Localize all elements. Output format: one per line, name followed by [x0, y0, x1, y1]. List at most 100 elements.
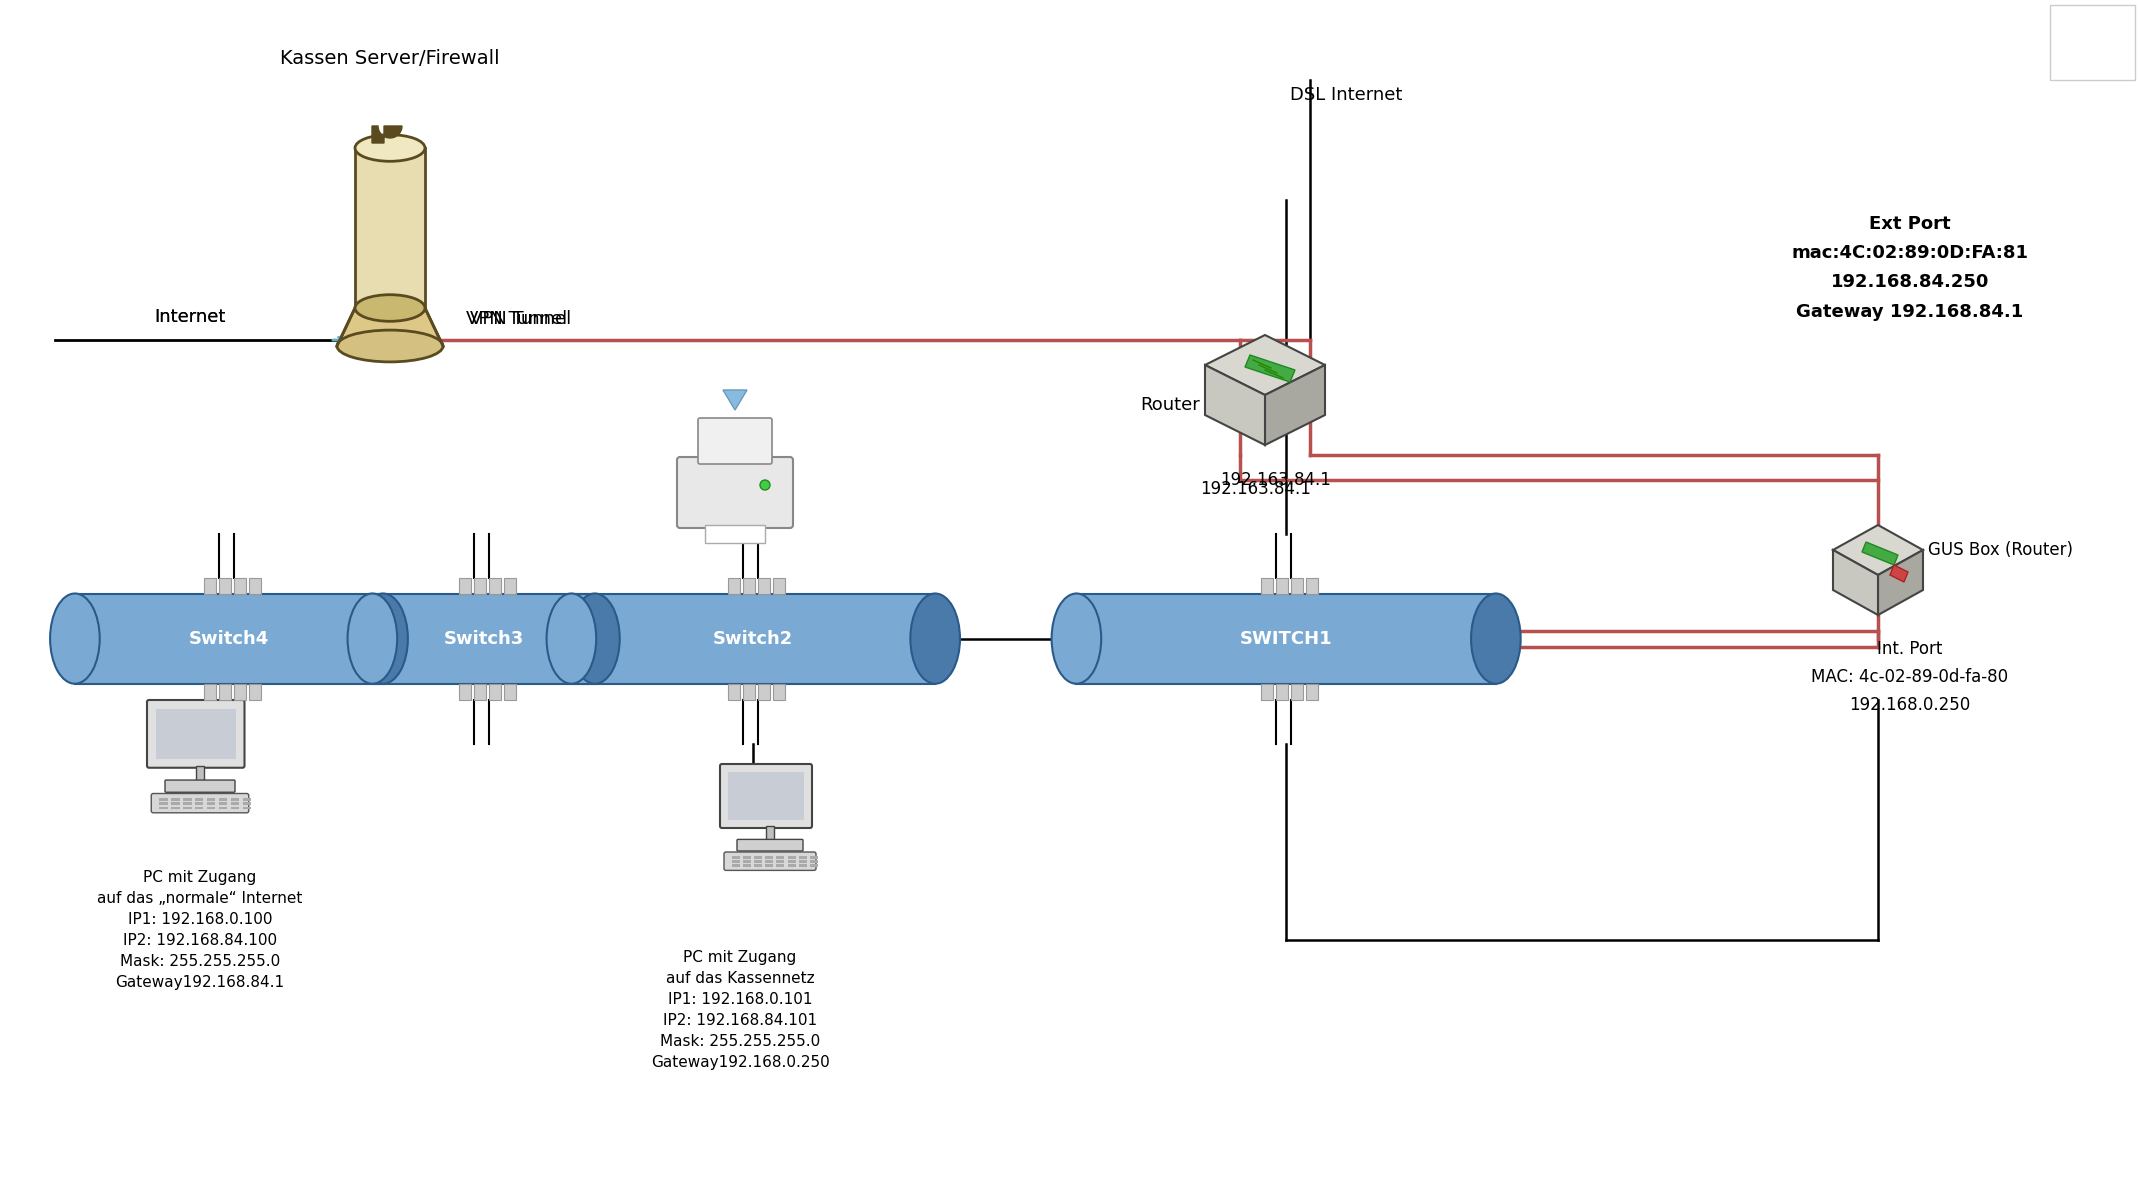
FancyBboxPatch shape — [723, 852, 815, 870]
FancyBboxPatch shape — [184, 802, 190, 805]
Polygon shape — [1245, 355, 1295, 382]
FancyBboxPatch shape — [152, 793, 248, 813]
FancyBboxPatch shape — [208, 806, 216, 810]
FancyBboxPatch shape — [758, 684, 770, 699]
Polygon shape — [1265, 364, 1325, 445]
FancyBboxPatch shape — [503, 578, 516, 594]
FancyBboxPatch shape — [158, 798, 167, 800]
Polygon shape — [1205, 364, 1265, 445]
FancyBboxPatch shape — [788, 864, 796, 867]
FancyBboxPatch shape — [1305, 684, 1318, 699]
Polygon shape — [1834, 550, 1879, 615]
FancyBboxPatch shape — [218, 806, 227, 810]
FancyBboxPatch shape — [171, 798, 180, 800]
FancyBboxPatch shape — [203, 578, 216, 594]
FancyBboxPatch shape — [777, 864, 785, 867]
FancyBboxPatch shape — [2050, 5, 2136, 80]
Text: SWITCH1: SWITCH1 — [1239, 629, 1333, 648]
FancyBboxPatch shape — [184, 798, 190, 800]
FancyBboxPatch shape — [698, 418, 773, 464]
FancyBboxPatch shape — [158, 806, 167, 810]
Ellipse shape — [336, 330, 443, 362]
FancyBboxPatch shape — [811, 861, 817, 863]
Text: Internet: Internet — [154, 307, 225, 326]
FancyBboxPatch shape — [242, 806, 250, 810]
FancyBboxPatch shape — [1275, 684, 1288, 699]
FancyBboxPatch shape — [728, 773, 805, 819]
FancyBboxPatch shape — [218, 578, 231, 594]
FancyBboxPatch shape — [372, 594, 595, 684]
FancyBboxPatch shape — [1260, 578, 1273, 594]
Polygon shape — [1862, 542, 1898, 565]
FancyBboxPatch shape — [355, 148, 426, 307]
FancyBboxPatch shape — [736, 839, 802, 851]
FancyBboxPatch shape — [218, 802, 227, 805]
Polygon shape — [336, 307, 443, 345]
FancyBboxPatch shape — [231, 802, 240, 805]
Text: Switch4: Switch4 — [188, 629, 270, 648]
FancyBboxPatch shape — [1305, 578, 1318, 594]
Ellipse shape — [546, 594, 597, 684]
Ellipse shape — [357, 594, 409, 684]
FancyBboxPatch shape — [728, 578, 740, 594]
FancyBboxPatch shape — [1290, 578, 1303, 594]
FancyBboxPatch shape — [242, 798, 250, 800]
FancyBboxPatch shape — [248, 684, 261, 699]
Text: Router: Router — [1141, 396, 1201, 414]
FancyBboxPatch shape — [488, 578, 501, 594]
FancyBboxPatch shape — [503, 684, 516, 699]
FancyBboxPatch shape — [1076, 594, 1496, 684]
Polygon shape — [1834, 525, 1924, 575]
FancyBboxPatch shape — [704, 525, 764, 542]
Ellipse shape — [910, 594, 961, 684]
FancyBboxPatch shape — [788, 856, 796, 859]
FancyBboxPatch shape — [732, 856, 740, 859]
Ellipse shape — [355, 294, 426, 322]
FancyBboxPatch shape — [676, 457, 794, 528]
FancyBboxPatch shape — [766, 864, 773, 867]
Text: PC mit Zugang
auf das „normale“ Internet
IP1: 192.168.0.100
IP2: 192.168.84.100
: PC mit Zugang auf das „normale“ Internet… — [96, 870, 302, 990]
FancyBboxPatch shape — [571, 594, 935, 684]
FancyBboxPatch shape — [773, 578, 785, 594]
FancyBboxPatch shape — [231, 806, 240, 810]
FancyBboxPatch shape — [473, 578, 486, 594]
FancyBboxPatch shape — [195, 802, 203, 805]
FancyBboxPatch shape — [766, 856, 773, 859]
FancyBboxPatch shape — [233, 578, 246, 594]
FancyBboxPatch shape — [165, 780, 235, 792]
Polygon shape — [1205, 335, 1325, 395]
FancyBboxPatch shape — [719, 764, 811, 829]
FancyBboxPatch shape — [208, 798, 216, 800]
Ellipse shape — [1470, 594, 1522, 684]
Text: Switch3: Switch3 — [443, 629, 524, 648]
FancyBboxPatch shape — [743, 578, 755, 594]
FancyBboxPatch shape — [758, 578, 770, 594]
FancyBboxPatch shape — [766, 861, 773, 863]
FancyBboxPatch shape — [743, 684, 755, 699]
Text: Switch2: Switch2 — [713, 629, 794, 648]
FancyBboxPatch shape — [773, 684, 785, 699]
FancyBboxPatch shape — [458, 684, 471, 699]
FancyBboxPatch shape — [743, 856, 751, 859]
FancyBboxPatch shape — [788, 861, 796, 863]
Text: VPN Tunnel: VPN Tunnel — [471, 310, 571, 328]
FancyBboxPatch shape — [1290, 684, 1303, 699]
Text: Int. Port
MAC: 4c-02-89-0d-fa-80
192.168.0.250: Int. Port MAC: 4c-02-89-0d-fa-80 192.168… — [1810, 640, 2009, 713]
Ellipse shape — [355, 134, 426, 161]
Polygon shape — [1879, 550, 1924, 615]
FancyBboxPatch shape — [766, 826, 775, 840]
Text: VPN Tunnel: VPN Tunnel — [467, 310, 567, 328]
FancyBboxPatch shape — [248, 578, 261, 594]
FancyBboxPatch shape — [158, 802, 167, 805]
Text: GUS Box (Router): GUS Box (Router) — [1928, 541, 2074, 559]
Polygon shape — [1890, 565, 1909, 582]
Ellipse shape — [347, 594, 398, 684]
FancyBboxPatch shape — [811, 856, 817, 859]
Polygon shape — [723, 391, 747, 410]
FancyBboxPatch shape — [218, 684, 231, 699]
Ellipse shape — [569, 594, 621, 684]
FancyBboxPatch shape — [171, 806, 180, 810]
FancyBboxPatch shape — [1275, 578, 1288, 594]
FancyBboxPatch shape — [184, 806, 190, 810]
FancyBboxPatch shape — [458, 578, 471, 594]
